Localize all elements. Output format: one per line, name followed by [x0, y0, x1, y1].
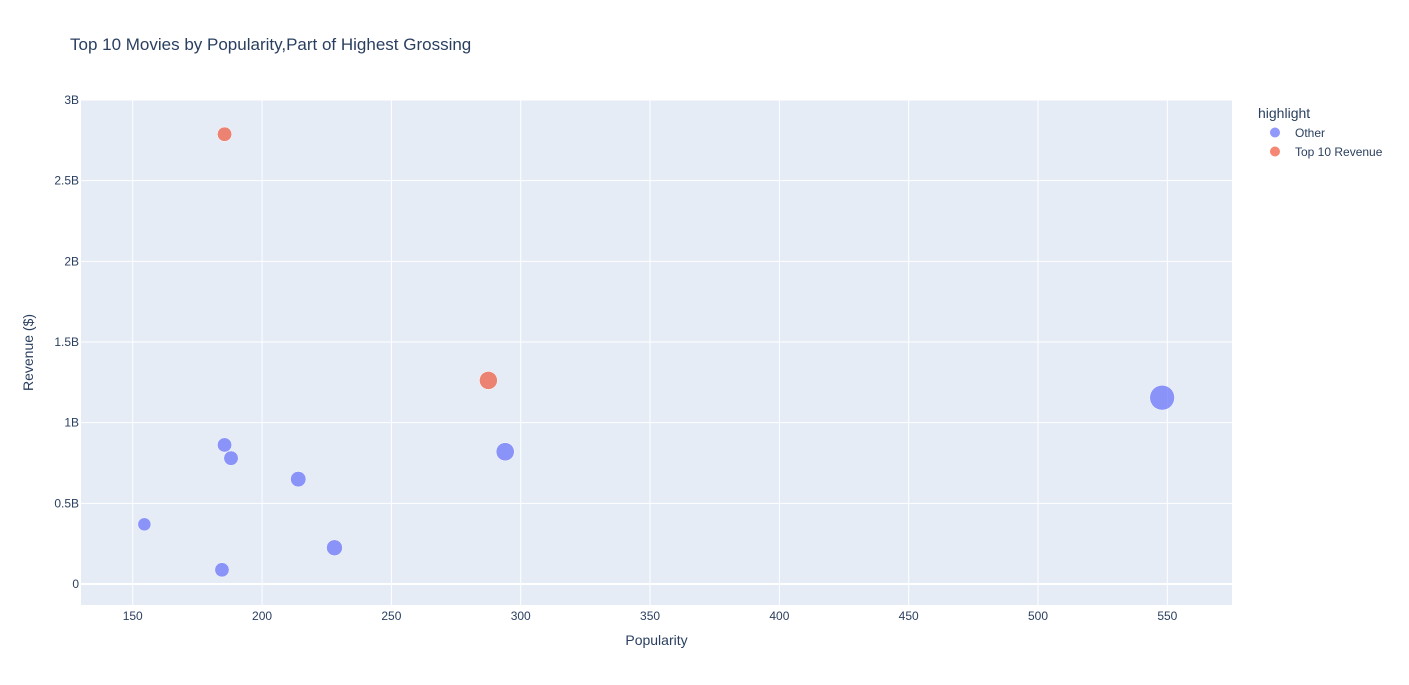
x-tick-label: 500 [1028, 609, 1048, 623]
x-axis-title: Popularity [625, 632, 687, 648]
data-point [217, 437, 233, 453]
y-axis-ticks: 0 0.5B 1B 1.5B 2B 2.5B 3B [54, 93, 79, 591]
y-tick-label: 0.5B [54, 496, 79, 510]
chart-title: Top 10 Movies by Popularity,Part of High… [70, 35, 471, 54]
data-point [137, 517, 152, 532]
x-tick-label: 550 [1157, 609, 1177, 623]
gridlines [81, 99, 1232, 605]
data-point [479, 371, 498, 390]
x-tick-label: 450 [899, 609, 919, 623]
data-point [214, 562, 230, 578]
data-point [1149, 385, 1175, 411]
x-tick-label: 400 [769, 609, 789, 623]
x-tick-label: 350 [640, 609, 660, 623]
x-tick-label: 200 [252, 609, 272, 623]
data-point [217, 126, 233, 142]
data-point [326, 539, 343, 556]
y-tick-label: 3B [64, 93, 79, 107]
data-point [290, 471, 307, 488]
y-tick-label: 1.5B [54, 335, 79, 349]
legend: highlight Other Top 10 Revenue [1258, 105, 1383, 159]
x-axis-ticks: 150 200 250 300 350 400 450 500 550 [123, 609, 1178, 623]
y-axis-title: Revenue ($) [20, 314, 36, 391]
y-tick-label: 1B [64, 416, 79, 430]
legend-title: highlight [1258, 105, 1310, 121]
y-tick-label: 0 [72, 577, 79, 591]
legend-marker [1270, 146, 1280, 157]
plot-area [81, 100, 1232, 605]
legend-label: Top 10 Revenue [1295, 145, 1383, 159]
legend-marker [1270, 127, 1280, 138]
data-point [223, 450, 239, 466]
data-point [495, 442, 515, 462]
x-tick-label: 300 [511, 609, 531, 623]
x-tick-label: 150 [123, 609, 143, 623]
y-tick-label: 2B [64, 254, 79, 268]
legend-label: Other [1295, 126, 1325, 140]
data-points [137, 126, 1175, 578]
y-tick-label: 2.5B [54, 174, 79, 188]
x-tick-label: 250 [381, 609, 401, 623]
